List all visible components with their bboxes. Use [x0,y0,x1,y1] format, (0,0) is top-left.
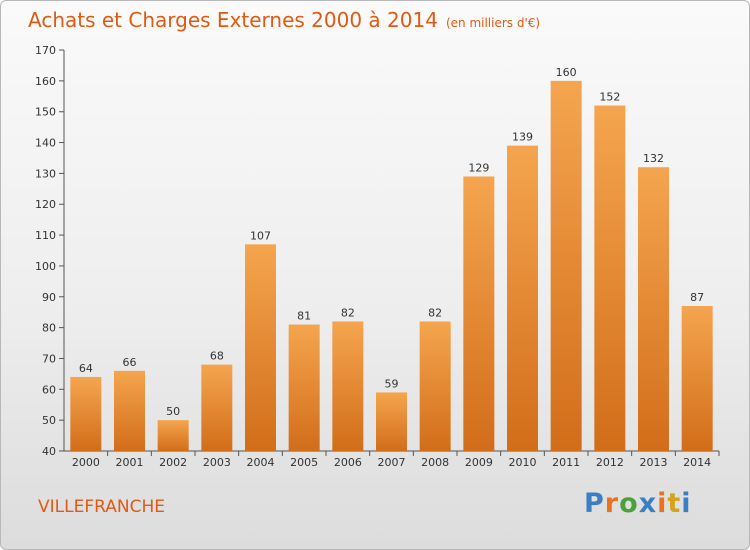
data-label: 87 [690,291,704,304]
data-label: 129 [468,161,489,174]
bar-2002 [157,420,189,451]
bar-2009 [463,176,495,451]
y-tick-label: 50 [42,414,56,427]
x-tick-label: 2012 [596,456,624,469]
data-label: 160 [556,66,577,79]
x-tick-label: 2011 [552,456,580,469]
logo-letter: x [638,488,658,519]
data-label: 107 [250,229,271,242]
logo-letter: o [619,488,639,519]
x-tick-label: 2008 [421,456,449,469]
x-tick-label: 2005 [290,456,318,469]
x-tick-label: 2007 [378,456,406,469]
commune-name: VILLEFRANCHE [38,497,165,517]
y-tick-label: 160 [35,75,56,88]
y-tick-label: 130 [35,167,56,180]
y-tick-label: 90 [42,291,56,304]
logo-letter: r [604,488,620,519]
y-tick-label: 60 [42,383,56,396]
data-label: 82 [428,306,442,319]
x-tick-label: 2004 [247,456,275,469]
x-tick-label: 2013 [640,456,668,469]
x-tick-label: 2006 [334,456,362,469]
data-label: 132 [643,152,664,165]
x-tick-label: 2000 [72,456,100,469]
y-tick-label: 80 [42,322,56,335]
y-tick-label: 110 [35,229,56,242]
bar-2012 [594,105,626,452]
bar-2001 [114,370,145,451]
bar-2011 [550,80,582,451]
bar-2013 [638,167,669,451]
bar-2000 [70,376,102,451]
proxiti-logo: Proxiti [584,488,692,519]
data-label: 66 [123,356,137,369]
data-label: 139 [512,131,533,144]
bar-2004 [245,244,276,451]
y-tick-label: 170 [35,44,56,57]
x-tick-label: 2003 [203,456,231,469]
title-main: Achats et Charges Externes 2000 à 2014 [28,8,438,32]
data-label: 82 [341,306,355,319]
y-tick-label: 150 [35,106,56,119]
x-tick-label: 2014 [683,456,711,469]
data-label: 81 [297,310,311,323]
bar-2010 [507,145,538,451]
logo-letter: i [681,488,692,519]
logo-letter: i [657,488,668,519]
bar-2003 [201,364,233,451]
y-tick-label: 140 [35,137,56,150]
bar-2008 [419,321,451,451]
bar-2005 [288,324,320,451]
y-tick-label: 70 [42,352,56,365]
bar-2007 [376,392,407,451]
bar-2006 [332,321,364,451]
x-tick-label: 2010 [509,456,537,469]
data-label: 59 [385,377,399,390]
logo-letter: P [584,488,605,519]
x-tick-label: 2001 [116,456,144,469]
chart-title: Achats et Charges Externes 2000 à 2014 (e… [28,8,540,32]
bar-2014 [681,306,713,451]
data-label: 152 [599,91,620,104]
x-tick-label: 2009 [465,456,493,469]
y-tick-label: 120 [35,198,56,211]
logo-letter: t [667,488,682,519]
title-unit: (en milliers d'€) [445,16,541,30]
y-tick-label: 100 [35,260,56,273]
x-tick-label: 2002 [159,456,187,469]
data-label: 68 [210,350,224,363]
data-label: 50 [166,405,180,418]
y-tick-label: 40 [42,445,56,458]
data-label: 64 [79,362,93,375]
